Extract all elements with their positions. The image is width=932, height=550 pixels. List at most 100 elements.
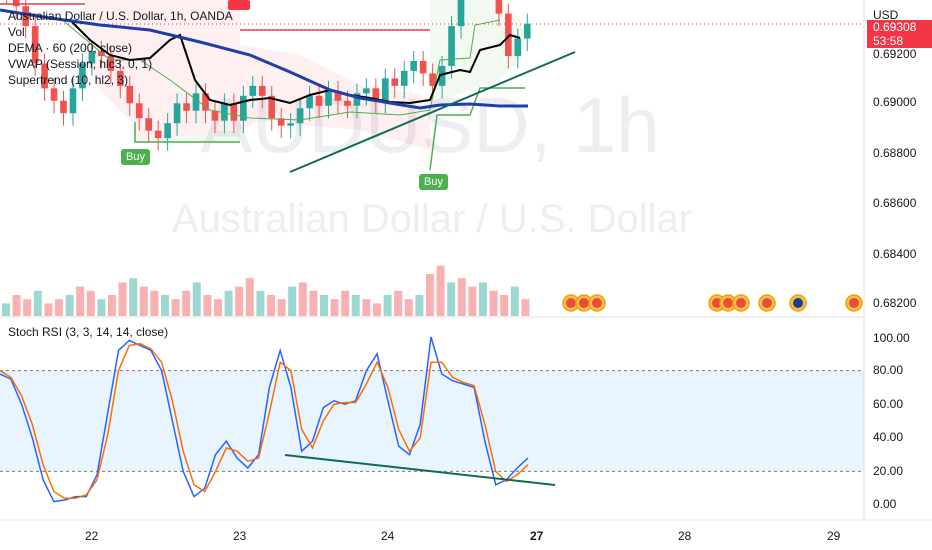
volume-bar (245, 278, 254, 316)
volume-bar (2, 303, 10, 316)
candle-body (126, 85, 134, 104)
volume-bar (108, 295, 116, 316)
watermark-big: AUDUSD, 1h (200, 81, 659, 169)
supertrend-up-line-1 (134, 122, 240, 143)
candle-body (400, 70, 408, 86)
candle-body (60, 100, 67, 114)
flag-icon (762, 298, 772, 308)
volume-bar (489, 290, 498, 316)
candle-body (505, 13, 512, 56)
stoch-d-line (0, 342, 529, 500)
candle-body (249, 85, 257, 96)
candle-body (12, 0, 20, 7)
volume-bar (309, 290, 318, 316)
price-tick-5: 0.68200 (873, 296, 917, 310)
rsi-tick-0: 0.00 (873, 497, 897, 511)
symbol-title[interactable]: Australian Dollar / U.S. Dollar, 1h, OAN… (8, 9, 233, 23)
candle-body (230, 103, 238, 121)
volume-bar (468, 286, 477, 316)
candle-body (192, 93, 200, 111)
candle-body (410, 60, 418, 71)
buy-signal-2[interactable]: Buy (419, 174, 448, 190)
volume-bar (510, 286, 519, 316)
sell-signal (228, 0, 250, 10)
indicator-supertrend[interactable]: Supertrend (10, hl2, 3) (8, 73, 129, 87)
candle-body (135, 103, 143, 119)
time-label-22: 22 (85, 529, 99, 543)
volume-bar (500, 295, 509, 316)
rsi-tick-100: 100.00 (873, 331, 910, 345)
volume-bar (129, 278, 138, 316)
flag-icon (723, 298, 733, 308)
candle-body (31, 26, 39, 64)
time-label-29: 29 (827, 529, 841, 543)
volume-bar (97, 299, 106, 316)
buy-signal-1[interactable]: Buy (121, 149, 150, 165)
volume-bar (150, 290, 159, 316)
candle-body (50, 88, 58, 101)
volume-bar (373, 303, 381, 316)
candle-body (164, 123, 171, 139)
volume-bar (76, 286, 85, 316)
volume-bar (415, 295, 424, 316)
volume-bar (203, 295, 212, 316)
candle-body (268, 95, 276, 119)
last-price: 0.69308 (873, 20, 917, 34)
candle-body (22, 6, 29, 27)
volume-bar (447, 282, 456, 316)
candle-body (211, 110, 219, 121)
stoch-rsi-legend: Stoch RSI (3, 3, 14, 14, close) (8, 324, 168, 340)
flag-icon (579, 298, 589, 308)
volume-bar (171, 299, 180, 316)
volume-bar (479, 282, 487, 316)
bar-countdown: 53:58 (873, 34, 904, 48)
candle-body (221, 103, 228, 121)
rsi-tick-20: 20.00 (873, 464, 904, 478)
volume-bar (139, 286, 148, 316)
candle-body (315, 95, 323, 106)
time-label-23: 23 (233, 529, 247, 543)
currency-label[interactable]: USD (873, 8, 899, 22)
volume-bar (44, 303, 53, 316)
candle-body (438, 65, 446, 86)
candle-body (429, 73, 436, 86)
candle-body (154, 130, 162, 139)
rsi-tick-60: 60.00 (873, 397, 904, 411)
candle-body (287, 123, 294, 126)
stoch-rsi-title[interactable]: Stoch RSI (3, 3, 14, 14, close) (8, 325, 169, 339)
candle-body (372, 88, 380, 101)
volume-bar (55, 299, 63, 316)
indicator-dema[interactable]: DEMA · 60 (200, close) (8, 41, 133, 55)
price-tick-3: 0.68600 (873, 196, 917, 210)
indicator-vwap[interactable]: VWAP (Session, hlc3, 0, 1) (8, 57, 153, 71)
volume-bar (12, 295, 21, 316)
time-label-27: 27 (530, 529, 544, 543)
flag-icon (849, 298, 859, 308)
volume-bar (33, 290, 42, 316)
candle-body (202, 93, 209, 111)
candle-body (107, 55, 115, 71)
candle-body (41, 63, 48, 89)
candle-body (98, 51, 105, 56)
volume-bar (256, 290, 265, 316)
volume-bar (267, 295, 275, 316)
rsi-trendline (284, 454, 556, 486)
candle-body (448, 26, 455, 66)
price-tick-0: 0.69200 (873, 47, 917, 61)
rsi-tick-40: 40.00 (873, 430, 904, 444)
volume-bar (65, 295, 74, 316)
volume-bar (362, 299, 371, 316)
flag-icon (736, 298, 746, 308)
vwap-line (69, 19, 521, 107)
candle-body (240, 95, 247, 121)
flag-icon (592, 298, 602, 308)
candle-body (334, 90, 342, 101)
volume-bar (86, 290, 95, 316)
supertrend-up-line-2 (429, 87, 525, 171)
volume-bar (521, 299, 530, 316)
volume-bar (320, 295, 328, 316)
indicator-vol[interactable]: Vol (8, 25, 25, 39)
candle-body (457, 0, 465, 27)
